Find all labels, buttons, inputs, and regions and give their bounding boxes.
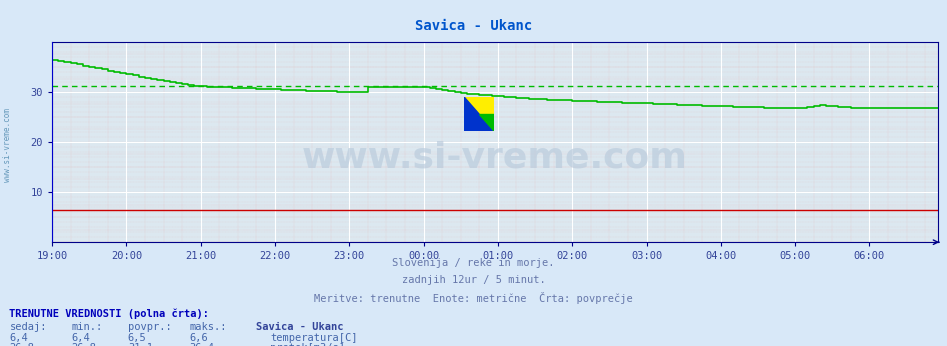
Text: 6,5: 6,5 bbox=[128, 333, 147, 343]
Text: Meritve: trenutne  Enote: metrične  Črta: povprečje: Meritve: trenutne Enote: metrične Črta: … bbox=[314, 292, 633, 304]
Polygon shape bbox=[464, 97, 494, 131]
Text: 31,1: 31,1 bbox=[128, 343, 152, 346]
Text: 26,8: 26,8 bbox=[71, 343, 96, 346]
Text: min.:: min.: bbox=[71, 322, 102, 332]
Text: pretok[m3/s]: pretok[m3/s] bbox=[270, 343, 345, 346]
Text: temperatura[C]: temperatura[C] bbox=[270, 333, 357, 343]
Text: TRENUTNE VREDNOSTI (polna črta):: TRENUTNE VREDNOSTI (polna črta): bbox=[9, 309, 209, 319]
Text: maks.:: maks.: bbox=[189, 322, 227, 332]
Text: zadnjih 12ur / 5 minut.: zadnjih 12ur / 5 minut. bbox=[402, 275, 545, 285]
Text: 6,6: 6,6 bbox=[189, 333, 208, 343]
Text: Savica - Ukanc: Savica - Ukanc bbox=[415, 19, 532, 33]
Text: sedaj:: sedaj: bbox=[9, 322, 47, 332]
Text: www.si-vreme.com: www.si-vreme.com bbox=[302, 141, 688, 175]
Text: povpr.:: povpr.: bbox=[128, 322, 171, 332]
Text: 26,8: 26,8 bbox=[9, 343, 34, 346]
Text: Slovenija / reke in morje.: Slovenija / reke in morje. bbox=[392, 258, 555, 268]
Text: 36,4: 36,4 bbox=[189, 343, 214, 346]
Polygon shape bbox=[479, 114, 494, 131]
Text: 6,4: 6,4 bbox=[71, 333, 90, 343]
Text: www.si-vreme.com: www.si-vreme.com bbox=[3, 108, 12, 182]
Polygon shape bbox=[464, 97, 494, 131]
Text: 6,4: 6,4 bbox=[9, 333, 28, 343]
Text: Savica - Ukanc: Savica - Ukanc bbox=[256, 322, 343, 332]
